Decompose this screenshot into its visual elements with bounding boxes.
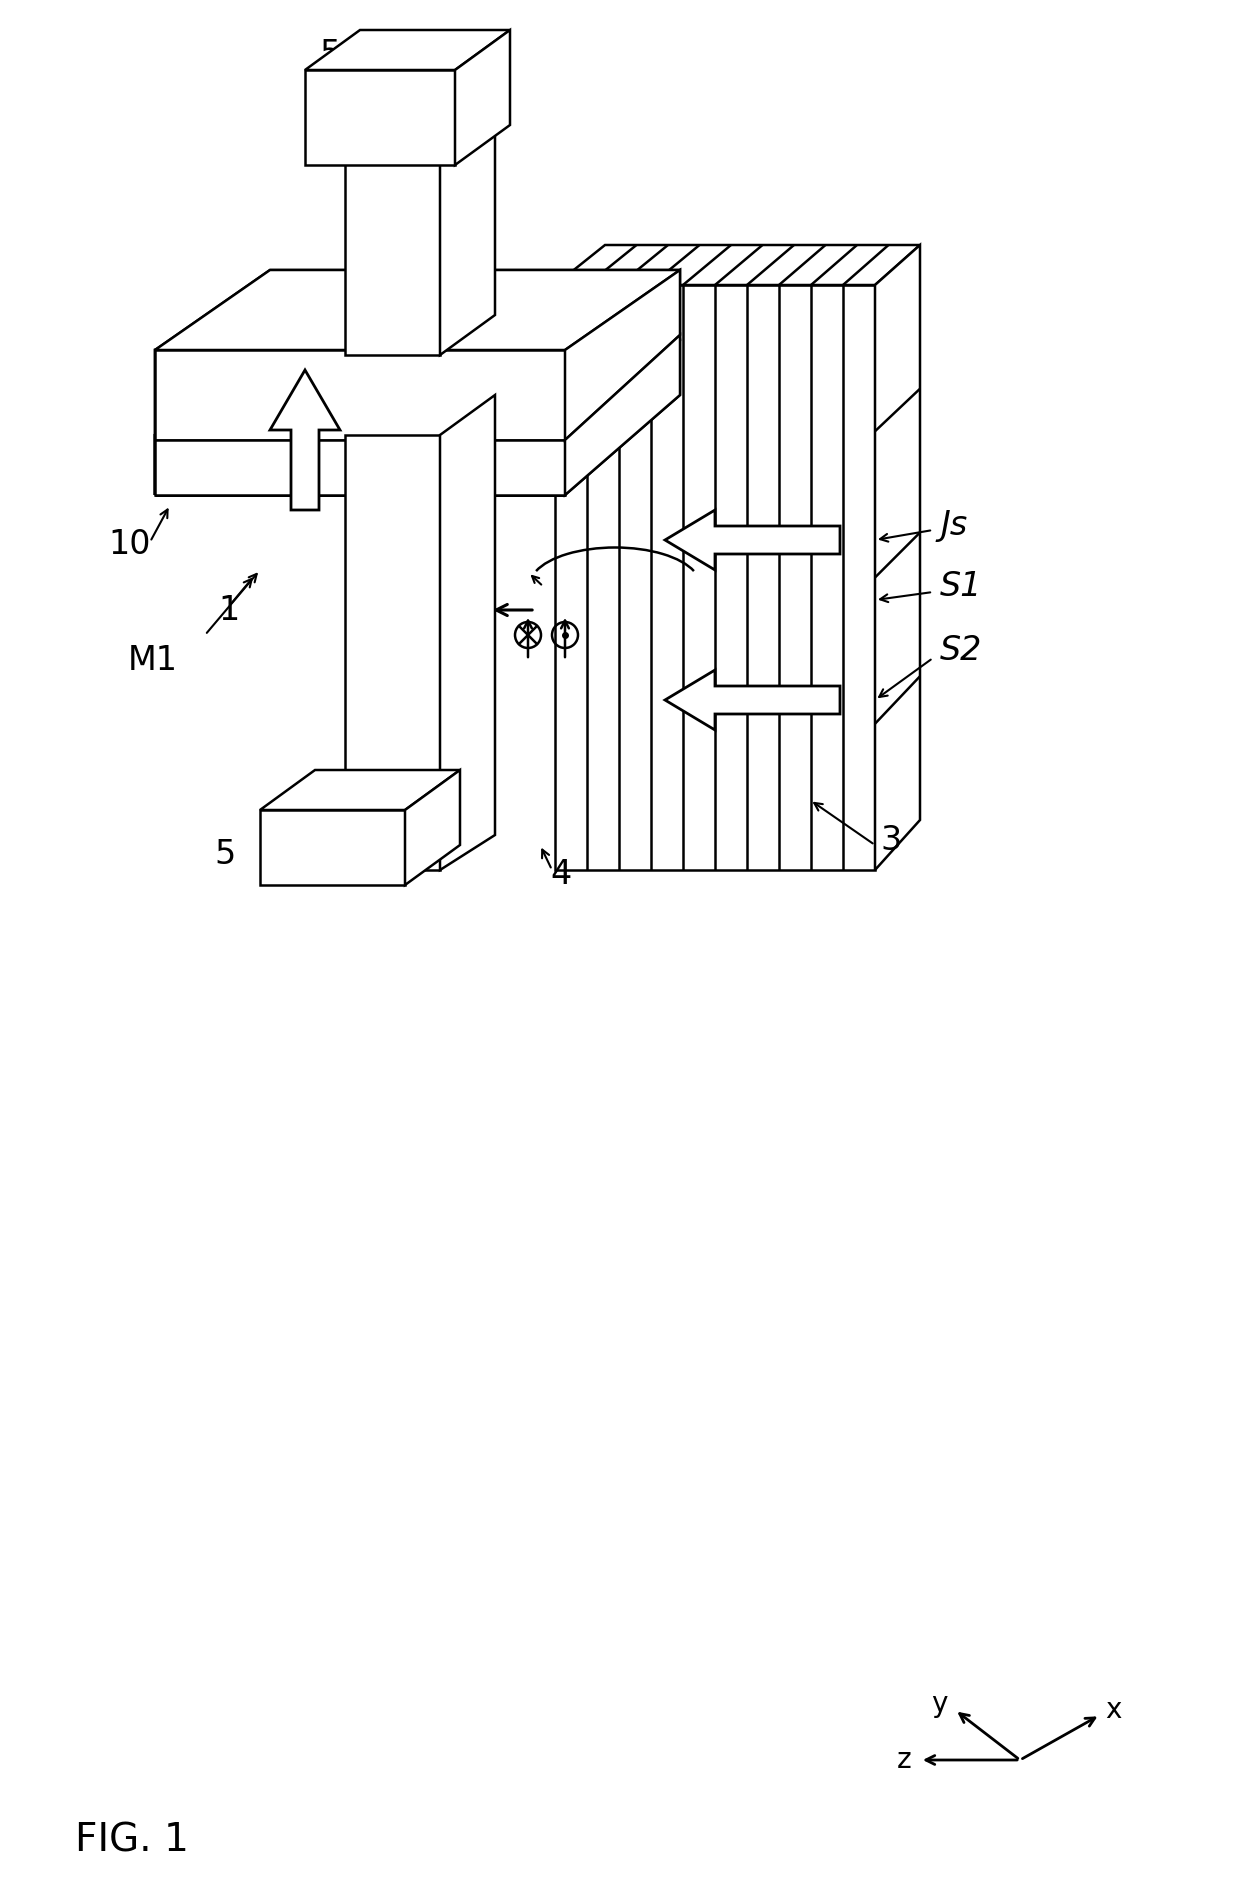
Text: 1: 1 xyxy=(625,268,646,301)
Polygon shape xyxy=(875,245,920,870)
Text: Js: Js xyxy=(940,508,967,542)
Polygon shape xyxy=(155,440,565,495)
Polygon shape xyxy=(345,436,440,870)
Text: M1: M1 xyxy=(128,643,179,676)
Polygon shape xyxy=(260,771,460,811)
Polygon shape xyxy=(155,270,680,350)
Polygon shape xyxy=(665,510,839,571)
Text: z: z xyxy=(898,1745,911,1774)
Polygon shape xyxy=(565,270,680,440)
Polygon shape xyxy=(440,396,495,870)
Polygon shape xyxy=(345,160,440,356)
Polygon shape xyxy=(665,670,839,731)
Text: 2: 2 xyxy=(420,213,441,247)
Polygon shape xyxy=(455,30,510,166)
Polygon shape xyxy=(270,369,340,510)
Polygon shape xyxy=(305,30,510,70)
Polygon shape xyxy=(260,811,405,885)
Polygon shape xyxy=(565,335,680,495)
Polygon shape xyxy=(155,350,565,440)
Polygon shape xyxy=(155,270,680,436)
Polygon shape xyxy=(556,285,875,870)
Text: FIG. 1: FIG. 1 xyxy=(74,1821,188,1859)
Polygon shape xyxy=(440,120,495,356)
Text: 5: 5 xyxy=(320,38,341,72)
Polygon shape xyxy=(155,350,565,495)
Text: 10: 10 xyxy=(108,529,150,561)
Polygon shape xyxy=(405,771,460,885)
Text: 5: 5 xyxy=(215,839,236,872)
Text: 1: 1 xyxy=(218,594,239,626)
Text: S1: S1 xyxy=(940,571,982,603)
Polygon shape xyxy=(155,350,565,495)
Polygon shape xyxy=(155,341,680,495)
Text: S2: S2 xyxy=(940,634,982,666)
Polygon shape xyxy=(345,120,495,160)
Text: 4: 4 xyxy=(551,858,572,891)
Polygon shape xyxy=(155,270,680,350)
Text: y: y xyxy=(931,1690,949,1718)
Text: x: x xyxy=(1105,1696,1121,1724)
Polygon shape xyxy=(556,245,920,285)
Polygon shape xyxy=(305,70,455,166)
Text: 3: 3 xyxy=(880,824,901,856)
